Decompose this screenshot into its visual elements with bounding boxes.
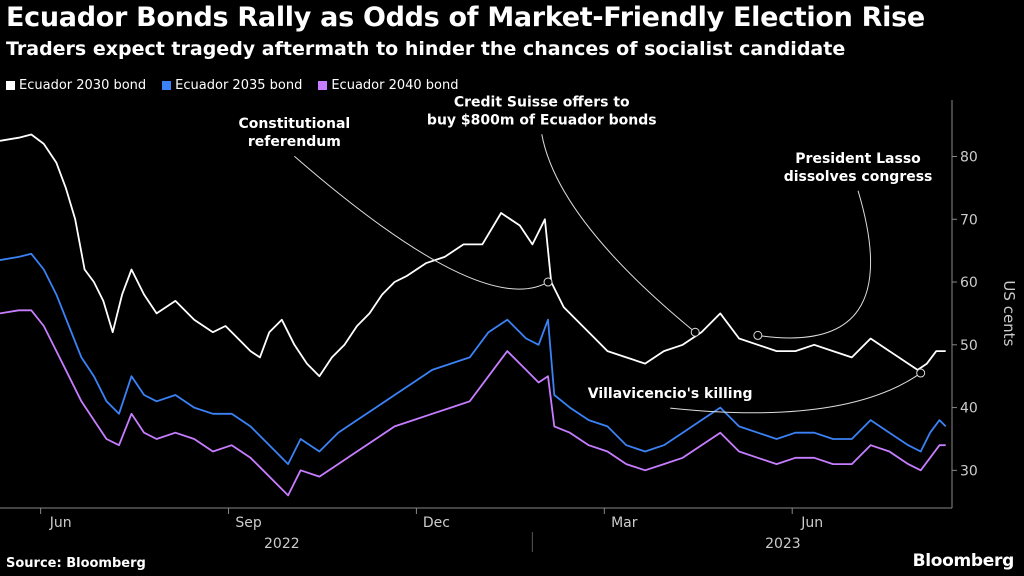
x-tick-label: Sep: [235, 515, 262, 531]
annotation-text-3: Villavicencio's killing: [588, 386, 753, 402]
y-tick-label: 30: [960, 463, 978, 479]
legend-item-2035: Ecuador 2035 bond: [162, 78, 302, 93]
chart-legend: Ecuador 2030 bond Ecuador 2035 bond Ecua…: [6, 78, 459, 93]
annotation-text-1: Credit Suisse offers to: [454, 94, 630, 110]
annotation-text-2: President Lasso: [795, 151, 921, 167]
annotation-leader-2: [757, 190, 872, 339]
series-line-2: [0, 309, 946, 497]
annotation-text-0: referendum: [248, 134, 341, 150]
legend-label-2035: Ecuador 2035 bond: [175, 78, 303, 93]
legend-swatch-2035: [162, 81, 172, 90]
annotation-text-1: buy $800m of Ecuador bonds: [427, 112, 657, 128]
annotation-marker-2: [753, 330, 763, 340]
annotation-marker-0: [543, 277, 553, 287]
annotation-marker-3: [916, 368, 926, 378]
x-tick-label: Jun: [49, 515, 72, 531]
x-tick-label: Mar: [611, 515, 638, 531]
y-axis-label: US cents: [1000, 280, 1018, 346]
x-tick-label: Jun: [800, 515, 823, 531]
legend-item-2040: Ecuador 2040 bond: [318, 78, 459, 93]
annotation-leader-0: [294, 155, 549, 290]
y-tick-label: 50: [960, 338, 978, 354]
series-line-1: [0, 252, 947, 466]
bloomberg-logo: Bloomberg: [912, 551, 1015, 571]
annotation-text-2: dissolves congress: [784, 169, 933, 185]
chart-subtitle: Traders expect tragedy aftermath to hind…: [6, 38, 846, 60]
annotation-leader-3: [670, 372, 921, 414]
y-tick-label: 80: [960, 149, 978, 165]
annotation-marker-1: [690, 327, 700, 337]
y-tick-label: 40: [960, 401, 978, 417]
legend-swatch-2030: [6, 81, 15, 90]
x-tick-label: Dec: [423, 515, 450, 531]
legend-label-2040: Ecuador 2040 bond: [331, 78, 459, 93]
x-year-label: 2022: [264, 536, 300, 552]
legend-swatch-2040: [318, 81, 328, 90]
annotation-leader-1: [541, 134, 696, 333]
annotation-text-0: Constitutional: [239, 116, 351, 132]
x-year-label: 2023: [765, 536, 801, 552]
chart-title: Ecuador Bonds Rally as Odds of Market-Fr…: [6, 2, 925, 33]
series-line-0: [0, 133, 946, 378]
y-tick-label: 70: [960, 212, 978, 228]
source-note: Source: Bloomberg: [6, 556, 146, 571]
legend-label-2030: Ecuador 2030 bond: [19, 78, 147, 93]
legend-item-2030: Ecuador 2030 bond: [6, 78, 146, 93]
y-tick-label: 60: [960, 275, 978, 291]
